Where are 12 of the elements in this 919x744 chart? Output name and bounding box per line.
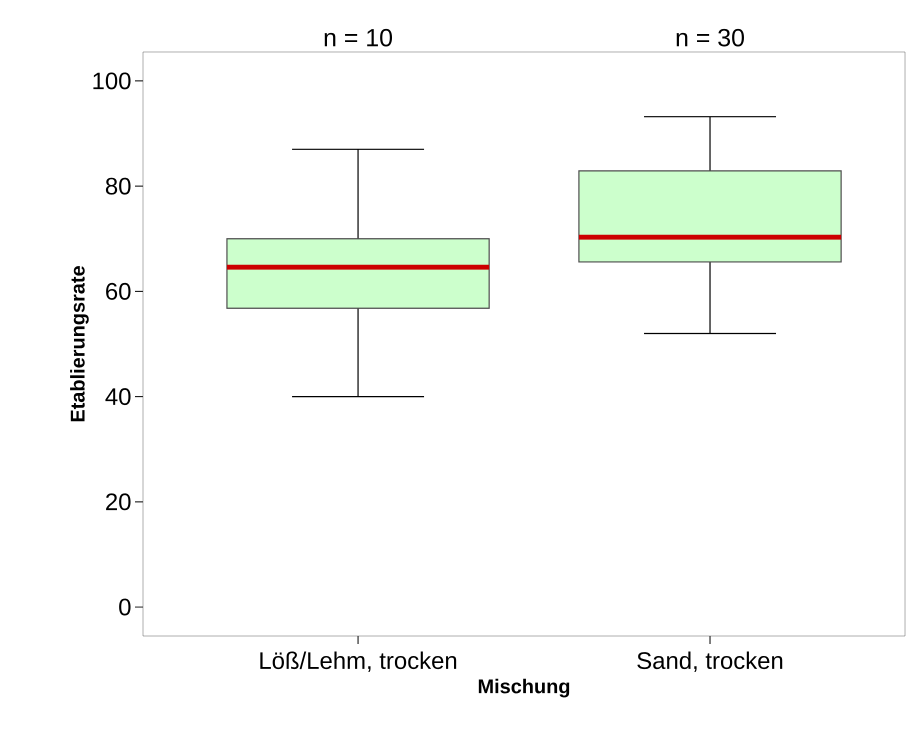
y-tick-label: 0 — [119, 598, 131, 616]
y-tick-label: 60 — [106, 282, 131, 300]
x-tick-label: Sand, trocken — [637, 652, 782, 672]
y-tick-label: 80 — [106, 178, 131, 195]
y-tick-label: 100 — [93, 72, 131, 90]
x-tick-label: Löß/Lehm, trocken — [260, 652, 456, 672]
y-tick-label: 20 — [106, 493, 131, 510]
text: n = 10 — [324, 28, 392, 46]
y-tick-label: 40 — [105, 388, 131, 406]
text: n = 30 — [676, 28, 744, 46]
y-axis-title: Etablierungsrate — [70, 266, 89, 422]
x-axis-title: Mischung — [478, 678, 570, 698]
